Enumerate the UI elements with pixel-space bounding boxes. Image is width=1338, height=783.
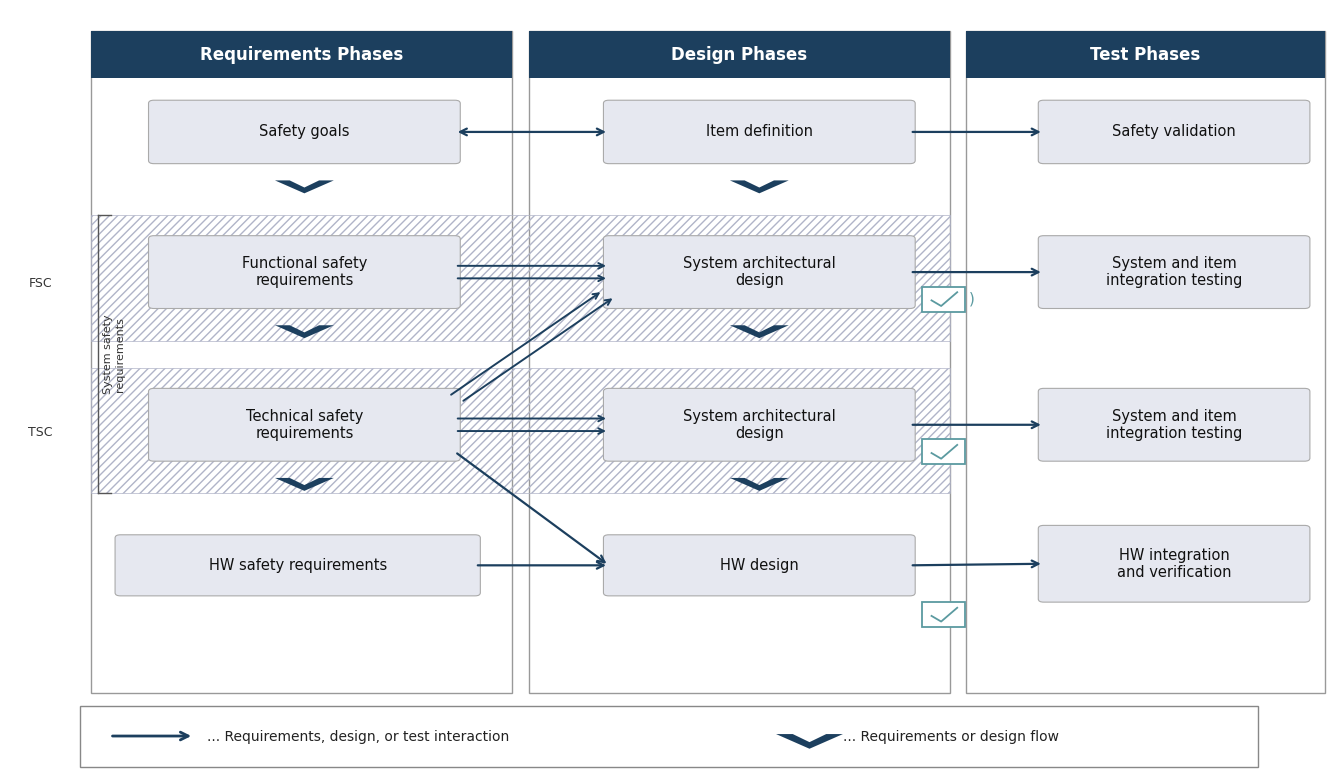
Polygon shape bbox=[276, 325, 334, 338]
FancyBboxPatch shape bbox=[603, 100, 915, 164]
FancyBboxPatch shape bbox=[1038, 525, 1310, 602]
Bar bbox=[922, 602, 965, 627]
Text: HW integration
and verification: HW integration and verification bbox=[1117, 547, 1231, 580]
Text: HW safety requirements: HW safety requirements bbox=[209, 557, 387, 573]
Text: Technical safety
requirements: Technical safety requirements bbox=[246, 409, 363, 441]
FancyBboxPatch shape bbox=[149, 236, 460, 309]
Polygon shape bbox=[276, 478, 334, 491]
FancyBboxPatch shape bbox=[149, 388, 460, 461]
Polygon shape bbox=[731, 478, 789, 491]
Text: TSC: TSC bbox=[28, 427, 52, 439]
Text: FSC: FSC bbox=[28, 277, 52, 290]
FancyBboxPatch shape bbox=[603, 388, 915, 461]
Text: Test Phases: Test Phases bbox=[1090, 46, 1200, 63]
Text: ... Requirements or design flow: ... Requirements or design flow bbox=[843, 730, 1058, 744]
Polygon shape bbox=[276, 180, 334, 193]
FancyBboxPatch shape bbox=[1038, 100, 1310, 164]
Text: Design Phases: Design Phases bbox=[672, 46, 807, 63]
Text: Requirements Phases: Requirements Phases bbox=[201, 46, 403, 63]
Text: Functional safety
requirements: Functional safety requirements bbox=[242, 256, 367, 288]
Bar bbox=[91, 215, 950, 341]
Text: Item definition: Item definition bbox=[706, 124, 812, 139]
Text: System and item
integration testing: System and item integration testing bbox=[1107, 256, 1242, 288]
Bar bbox=[91, 31, 512, 78]
Bar bbox=[966, 31, 1325, 693]
Bar bbox=[922, 439, 965, 464]
Polygon shape bbox=[776, 734, 843, 749]
Bar bbox=[922, 287, 965, 312]
Polygon shape bbox=[731, 325, 789, 338]
Text: HW design: HW design bbox=[720, 557, 799, 573]
Text: System architectural
design: System architectural design bbox=[682, 409, 836, 441]
Bar bbox=[91, 368, 950, 493]
FancyBboxPatch shape bbox=[1038, 388, 1310, 461]
FancyBboxPatch shape bbox=[603, 535, 915, 596]
Bar bbox=[529, 31, 950, 693]
Polygon shape bbox=[731, 180, 789, 193]
Bar bbox=[529, 31, 950, 78]
Bar bbox=[966, 31, 1325, 78]
Text: ): ) bbox=[969, 291, 975, 307]
FancyBboxPatch shape bbox=[603, 236, 915, 309]
Bar bbox=[80, 706, 1258, 767]
Text: ... Requirements, design, or test interaction: ... Requirements, design, or test intera… bbox=[207, 730, 510, 744]
FancyBboxPatch shape bbox=[149, 100, 460, 164]
Bar bbox=[91, 31, 512, 693]
Text: System safety
requirements: System safety requirements bbox=[103, 315, 124, 394]
FancyBboxPatch shape bbox=[1038, 236, 1310, 309]
Text: Safety validation: Safety validation bbox=[1112, 124, 1236, 139]
Text: System architectural
design: System architectural design bbox=[682, 256, 836, 288]
FancyBboxPatch shape bbox=[115, 535, 480, 596]
Text: System and item
integration testing: System and item integration testing bbox=[1107, 409, 1242, 441]
Text: Safety goals: Safety goals bbox=[260, 124, 349, 139]
